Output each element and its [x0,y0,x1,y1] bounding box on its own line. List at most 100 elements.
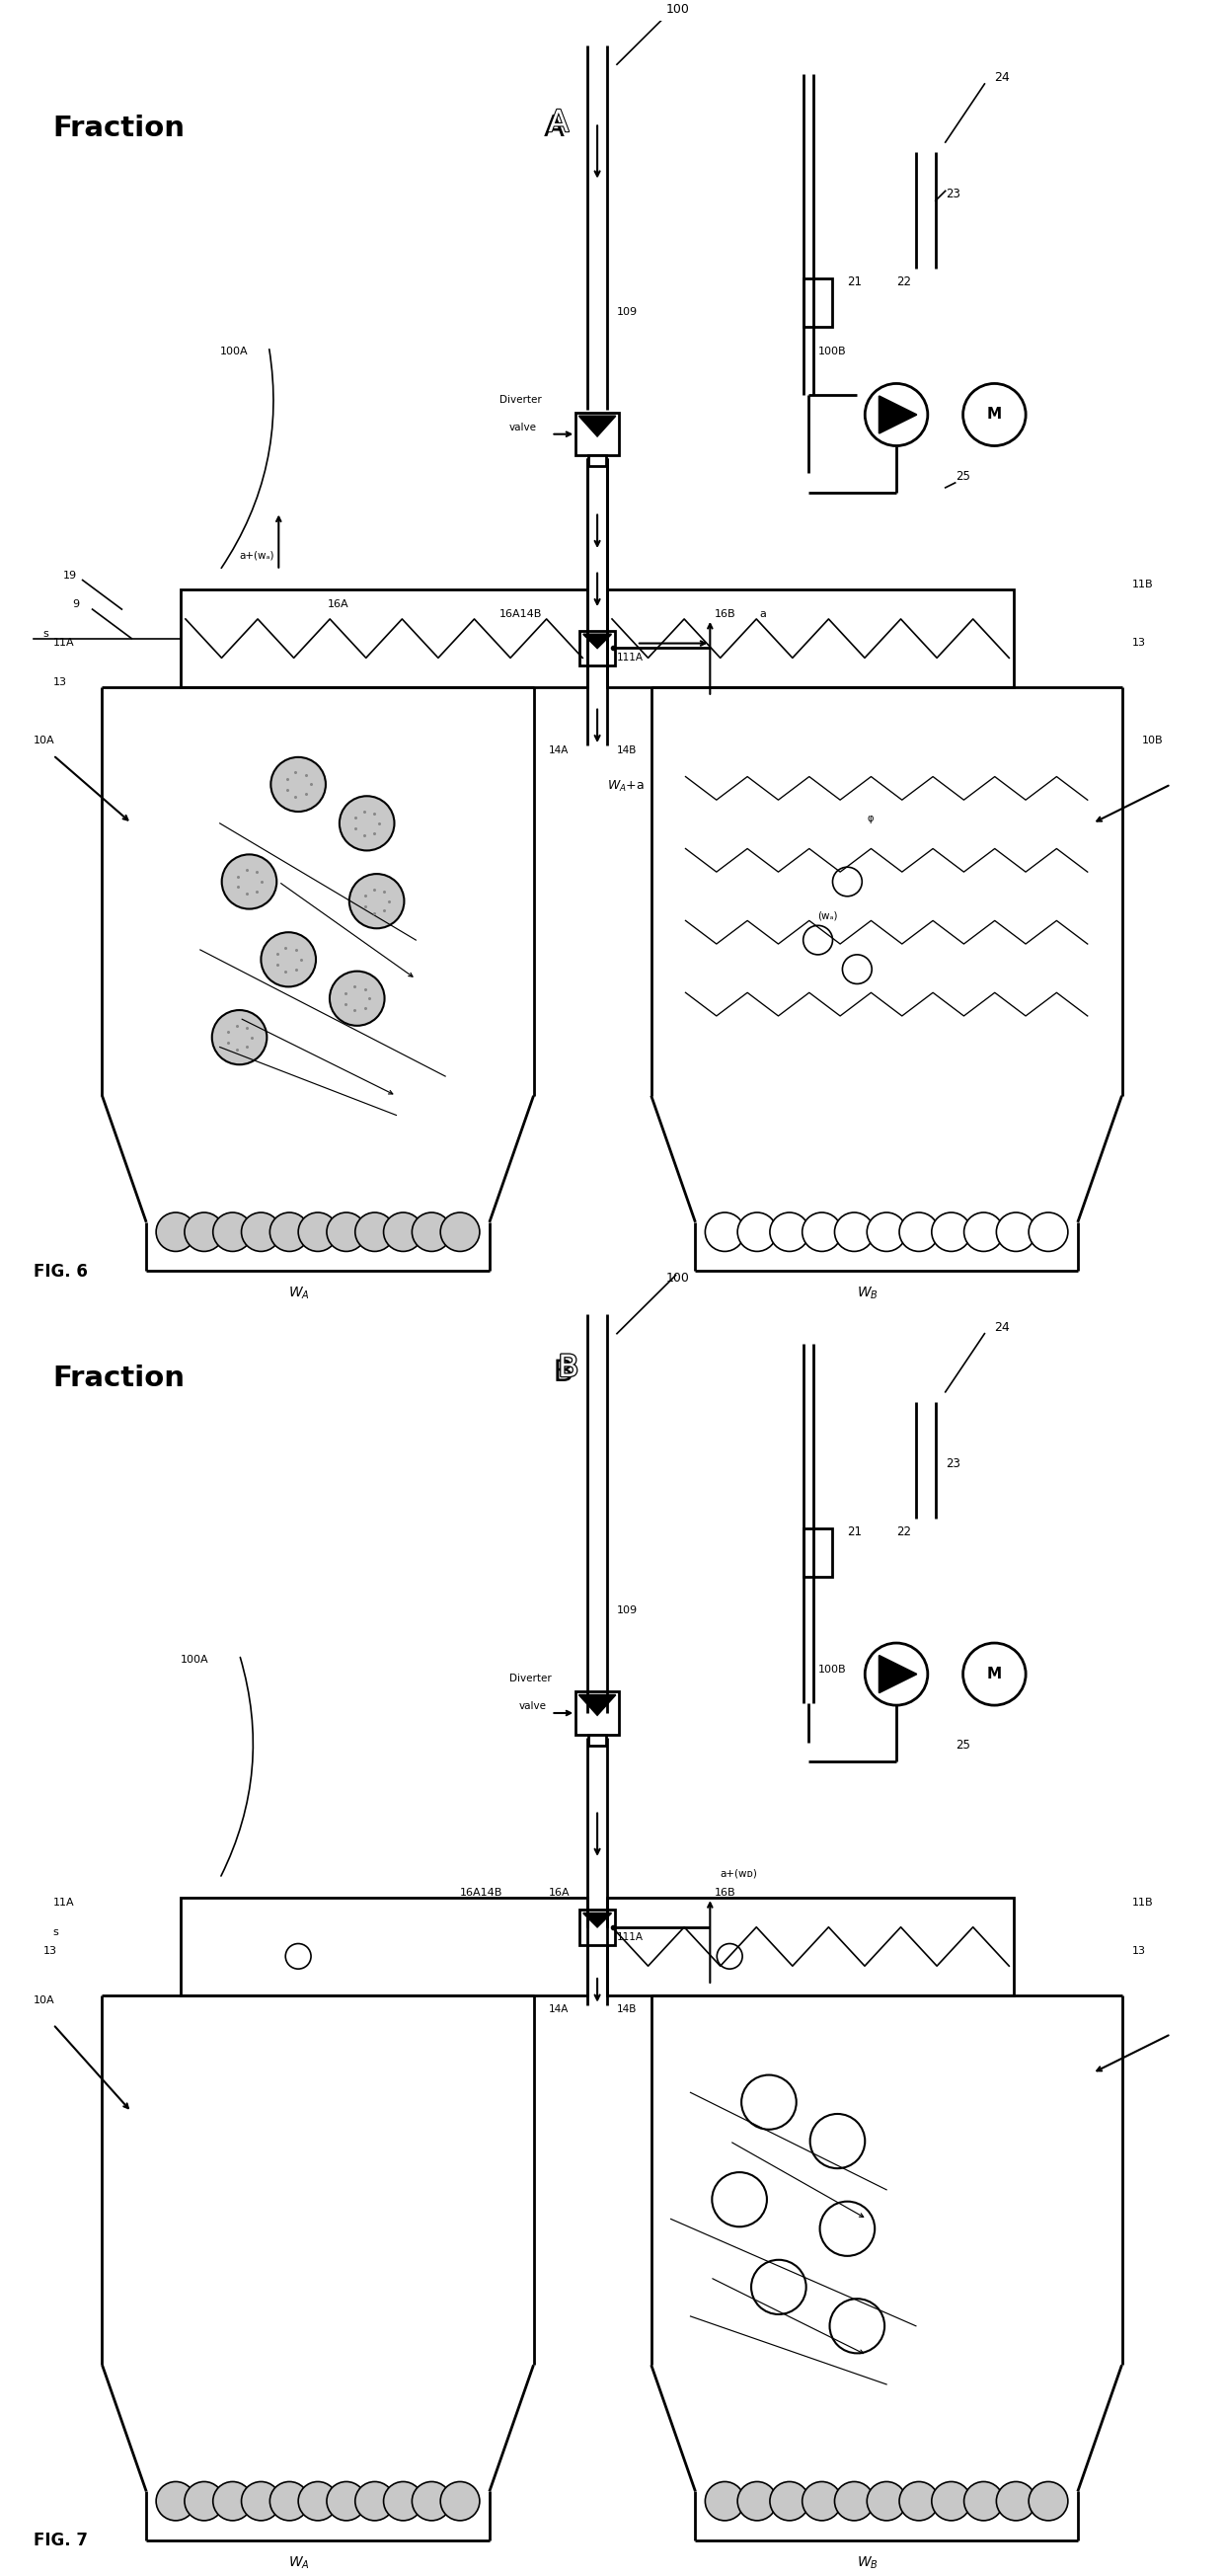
Circle shape [738,1213,777,1252]
Text: 100: 100 [666,3,689,15]
Text: 25: 25 [955,469,969,482]
Circle shape [327,1213,366,1252]
Circle shape [865,384,928,446]
Polygon shape [579,1695,616,1716]
Text: A: A [542,113,563,142]
Circle shape [752,2259,807,2313]
Text: Diverter: Diverter [509,1674,551,1685]
Circle shape [213,2481,252,2519]
Text: $\mathsf{A}$: $\mathsf{A}$ [543,113,565,142]
Polygon shape [879,1656,917,1692]
Text: 23: 23 [945,1458,960,1471]
Text: Diverter: Diverter [499,394,541,404]
Text: valve: valve [509,422,536,433]
Bar [607,1899,1013,1996]
Text: 111A: 111A [617,652,644,662]
Polygon shape [583,634,612,649]
Circle shape [185,2481,224,2519]
Circle shape [299,1213,338,1252]
Circle shape [299,2481,338,2519]
Text: 14A: 14A [548,2004,568,2014]
Circle shape [705,1213,744,1252]
Bar [589,1734,606,1744]
Text: 13: 13 [53,677,67,688]
Circle shape [770,1213,809,1252]
Bar [589,456,606,466]
Circle shape [222,855,277,909]
Circle shape [212,1010,267,1064]
Bar [803,278,832,327]
Circle shape [963,384,1026,446]
Circle shape [996,2481,1036,2519]
Text: A: A [545,116,565,144]
Text: $W_A$: $W_A$ [289,1285,310,1301]
Text: Fraction: Fraction [53,1365,185,1391]
Circle shape [835,2481,874,2519]
Circle shape [269,2481,308,2519]
Text: 16A14B: 16A14B [460,1888,503,1899]
Bar [181,1899,588,1996]
Polygon shape [879,397,917,433]
Circle shape [1028,1213,1067,1252]
Circle shape [803,925,832,956]
Text: 100B: 100B [818,1664,846,1674]
Text: 10A: 10A [33,737,55,744]
Text: $W_A$: $W_A$ [289,2555,310,2571]
Text: 100A: 100A [181,1654,209,1664]
Circle shape [931,1213,971,1252]
Polygon shape [583,1914,612,1927]
Text: 16B: 16B [715,608,737,618]
Text: $W_A$+a: $W_A$+a [607,778,644,793]
Text: 22: 22 [896,1525,911,1538]
Circle shape [185,1213,224,1252]
Circle shape [820,2202,875,2257]
Circle shape [802,1213,841,1252]
Text: 23: 23 [945,188,960,201]
Bar [580,631,614,665]
Text: 111A: 111A [617,1932,644,1942]
Circle shape [327,2481,366,2519]
Circle shape [996,1213,1036,1252]
Circle shape [412,2481,452,2519]
Text: 21: 21 [847,276,862,289]
Circle shape [931,2481,971,2519]
Text: 13: 13 [1132,1947,1146,1955]
Text: s: s [43,629,49,639]
Text: 24: 24 [994,1321,1010,1334]
Circle shape [770,2481,809,2519]
Text: 10B: 10B [1142,737,1163,744]
Bar [575,1692,619,1734]
Text: A: A [548,108,569,137]
Text: A: A [543,113,564,142]
Text: 11A: 11A [53,639,75,649]
Text: a+(wₐ): a+(wₐ) [240,551,274,562]
Text: 11B: 11B [1132,1899,1153,1909]
Text: 16B: 16B [715,1888,737,1899]
Text: A: A [543,113,564,142]
Circle shape [900,1213,939,1252]
Circle shape [717,1945,743,1968]
Bar [580,1909,614,1945]
Circle shape [213,1213,252,1252]
Bar [607,590,1013,688]
Circle shape [261,933,316,987]
Text: 100: 100 [666,1273,689,1285]
Circle shape [157,2481,196,2519]
Circle shape [832,868,862,896]
Circle shape [157,1213,196,1252]
Circle shape [355,1213,394,1252]
Circle shape [865,1643,928,1705]
Text: 109: 109 [617,307,638,317]
Circle shape [383,1213,422,1252]
Text: B: B [553,1358,574,1386]
Text: a+(wᴅ): a+(wᴅ) [720,1868,758,1878]
Circle shape [965,2481,1004,2519]
Bar [803,1528,832,1577]
Text: A: A [542,116,563,144]
Text: B: B [558,1352,579,1383]
Polygon shape [579,415,616,435]
Circle shape [963,1643,1026,1705]
Text: 11B: 11B [1132,580,1153,590]
Text: $W_B$: $W_B$ [857,2555,879,2571]
Circle shape [441,1213,480,1252]
